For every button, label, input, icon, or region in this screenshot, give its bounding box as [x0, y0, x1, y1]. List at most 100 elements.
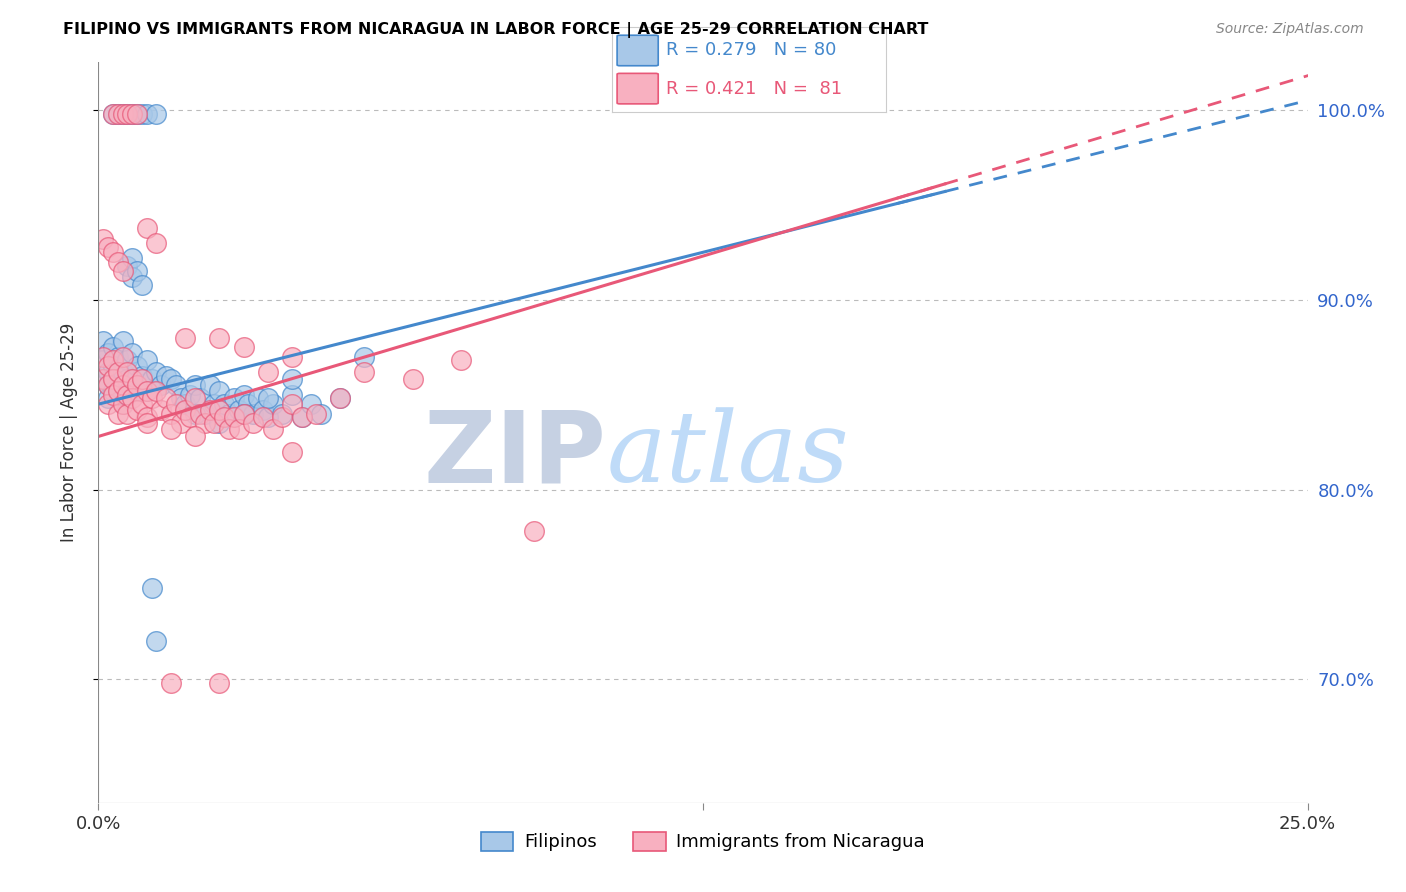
Point	[174, 331, 197, 345]
Point	[204, 416, 226, 430]
Point	[121, 392, 143, 406]
Point	[111, 106, 134, 120]
Point	[150, 402, 173, 417]
Point	[107, 106, 129, 120]
Point	[127, 106, 149, 120]
Point	[127, 378, 149, 392]
Point	[121, 269, 143, 284]
Point	[101, 106, 124, 120]
Point	[97, 392, 120, 406]
Point	[309, 407, 332, 421]
Point	[127, 384, 149, 398]
Point	[247, 392, 270, 406]
Point	[353, 365, 375, 379]
Point	[232, 387, 254, 401]
Point	[145, 384, 167, 398]
Point	[218, 407, 240, 421]
Point	[97, 365, 120, 379]
Point	[208, 402, 231, 417]
Point	[165, 378, 187, 392]
Point	[305, 407, 328, 421]
Point	[179, 410, 201, 425]
Point	[121, 346, 143, 360]
Point	[127, 264, 149, 278]
Point	[97, 239, 120, 253]
Point	[160, 372, 183, 386]
Point	[290, 410, 312, 425]
Point	[117, 106, 139, 120]
Point	[228, 422, 250, 436]
Point	[281, 350, 304, 364]
Point	[111, 365, 134, 379]
Point	[101, 384, 124, 398]
Point	[135, 384, 157, 398]
Point	[174, 397, 197, 411]
Point	[281, 444, 304, 458]
Text: atlas: atlas	[606, 407, 849, 502]
Point	[271, 410, 294, 425]
Point	[131, 372, 153, 386]
Point	[145, 365, 167, 379]
Point	[212, 397, 235, 411]
Point	[194, 407, 217, 421]
Point	[141, 392, 163, 406]
Point	[131, 368, 153, 383]
Point	[111, 378, 134, 392]
Point	[238, 397, 260, 411]
Point	[188, 407, 211, 421]
Point	[256, 392, 278, 406]
Point	[127, 402, 149, 417]
Point	[271, 407, 294, 421]
Point	[281, 387, 304, 401]
Point	[252, 402, 274, 417]
Point	[184, 378, 207, 392]
Point	[111, 378, 134, 392]
Point	[145, 634, 167, 648]
Point	[208, 416, 231, 430]
Point	[117, 353, 139, 368]
Point	[117, 106, 139, 120]
Point	[232, 340, 254, 354]
Point	[184, 392, 207, 406]
Point	[165, 397, 187, 411]
Point	[101, 353, 124, 368]
Point	[232, 407, 254, 421]
Point	[97, 397, 120, 411]
Point	[117, 365, 139, 379]
Point	[160, 676, 183, 690]
Point	[111, 397, 134, 411]
Point	[117, 387, 139, 401]
Point	[141, 582, 163, 596]
Point	[155, 392, 177, 406]
Point	[101, 106, 124, 120]
Point	[232, 407, 254, 421]
Point	[101, 340, 124, 354]
Point	[107, 407, 129, 421]
Point	[174, 402, 197, 417]
Point	[222, 410, 245, 425]
Point	[107, 254, 129, 268]
Legend: Filipinos, Immigrants from Nicaragua: Filipinos, Immigrants from Nicaragua	[472, 823, 934, 861]
Point	[135, 106, 157, 120]
Point	[242, 407, 264, 421]
Point	[135, 416, 157, 430]
Point	[121, 372, 143, 386]
Point	[135, 410, 157, 425]
Point	[101, 387, 124, 401]
Point	[111, 106, 134, 120]
Point	[222, 392, 245, 406]
Point	[91, 334, 114, 349]
Point	[91, 232, 114, 246]
Point	[121, 251, 143, 265]
Point	[107, 368, 129, 383]
Text: R = 0.279   N = 80: R = 0.279 N = 80	[666, 42, 837, 60]
Point	[111, 397, 134, 411]
Point	[117, 387, 139, 401]
Point	[121, 106, 143, 120]
Point	[169, 416, 191, 430]
Point	[228, 402, 250, 417]
Point	[198, 378, 221, 392]
Point	[131, 397, 153, 411]
Point	[117, 259, 139, 273]
Point	[141, 372, 163, 386]
